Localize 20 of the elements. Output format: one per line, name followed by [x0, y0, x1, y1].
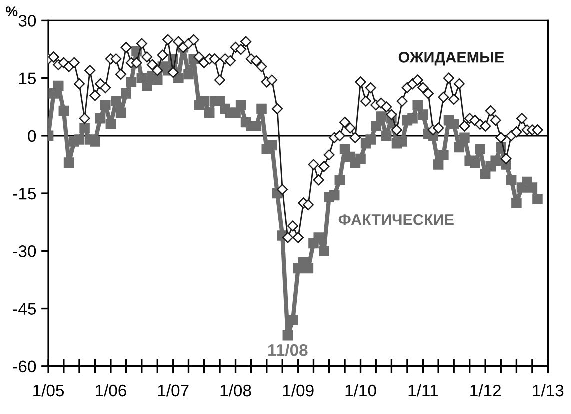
x-tick-label: 1/07: [158, 384, 189, 397]
series-label: ФАКТИЧЕСКИЕ: [338, 214, 454, 226]
x-tick-label: 1/11: [408, 384, 438, 397]
x-tick-label: 1/10: [346, 384, 376, 397]
y-tick-label: -60: [13, 360, 36, 373]
y-tick-label: -30: [13, 246, 36, 258]
x-tick-label: 1/05: [34, 384, 64, 397]
x-tick-label: 1/13: [533, 384, 564, 397]
y-tick-label: -15: [13, 188, 36, 200]
y-tick-label: -45: [13, 303, 36, 315]
x-tick-label: 1/06: [96, 384, 126, 397]
annotation: 11/08: [268, 344, 308, 356]
y-axis-title: %: [6, 6, 18, 16]
x-tick-label: 1/12: [470, 384, 501, 397]
y-tick-label: 30: [18, 15, 36, 27]
series-label: ОЖИДАЕМЫЕ: [398, 52, 504, 66]
x-tick-label: 1/09: [283, 384, 314, 397]
x-tick-label: 1/08: [220, 384, 252, 397]
y-tick-label: 0: [28, 130, 36, 142]
y-tick-label: 15: [19, 72, 36, 85]
